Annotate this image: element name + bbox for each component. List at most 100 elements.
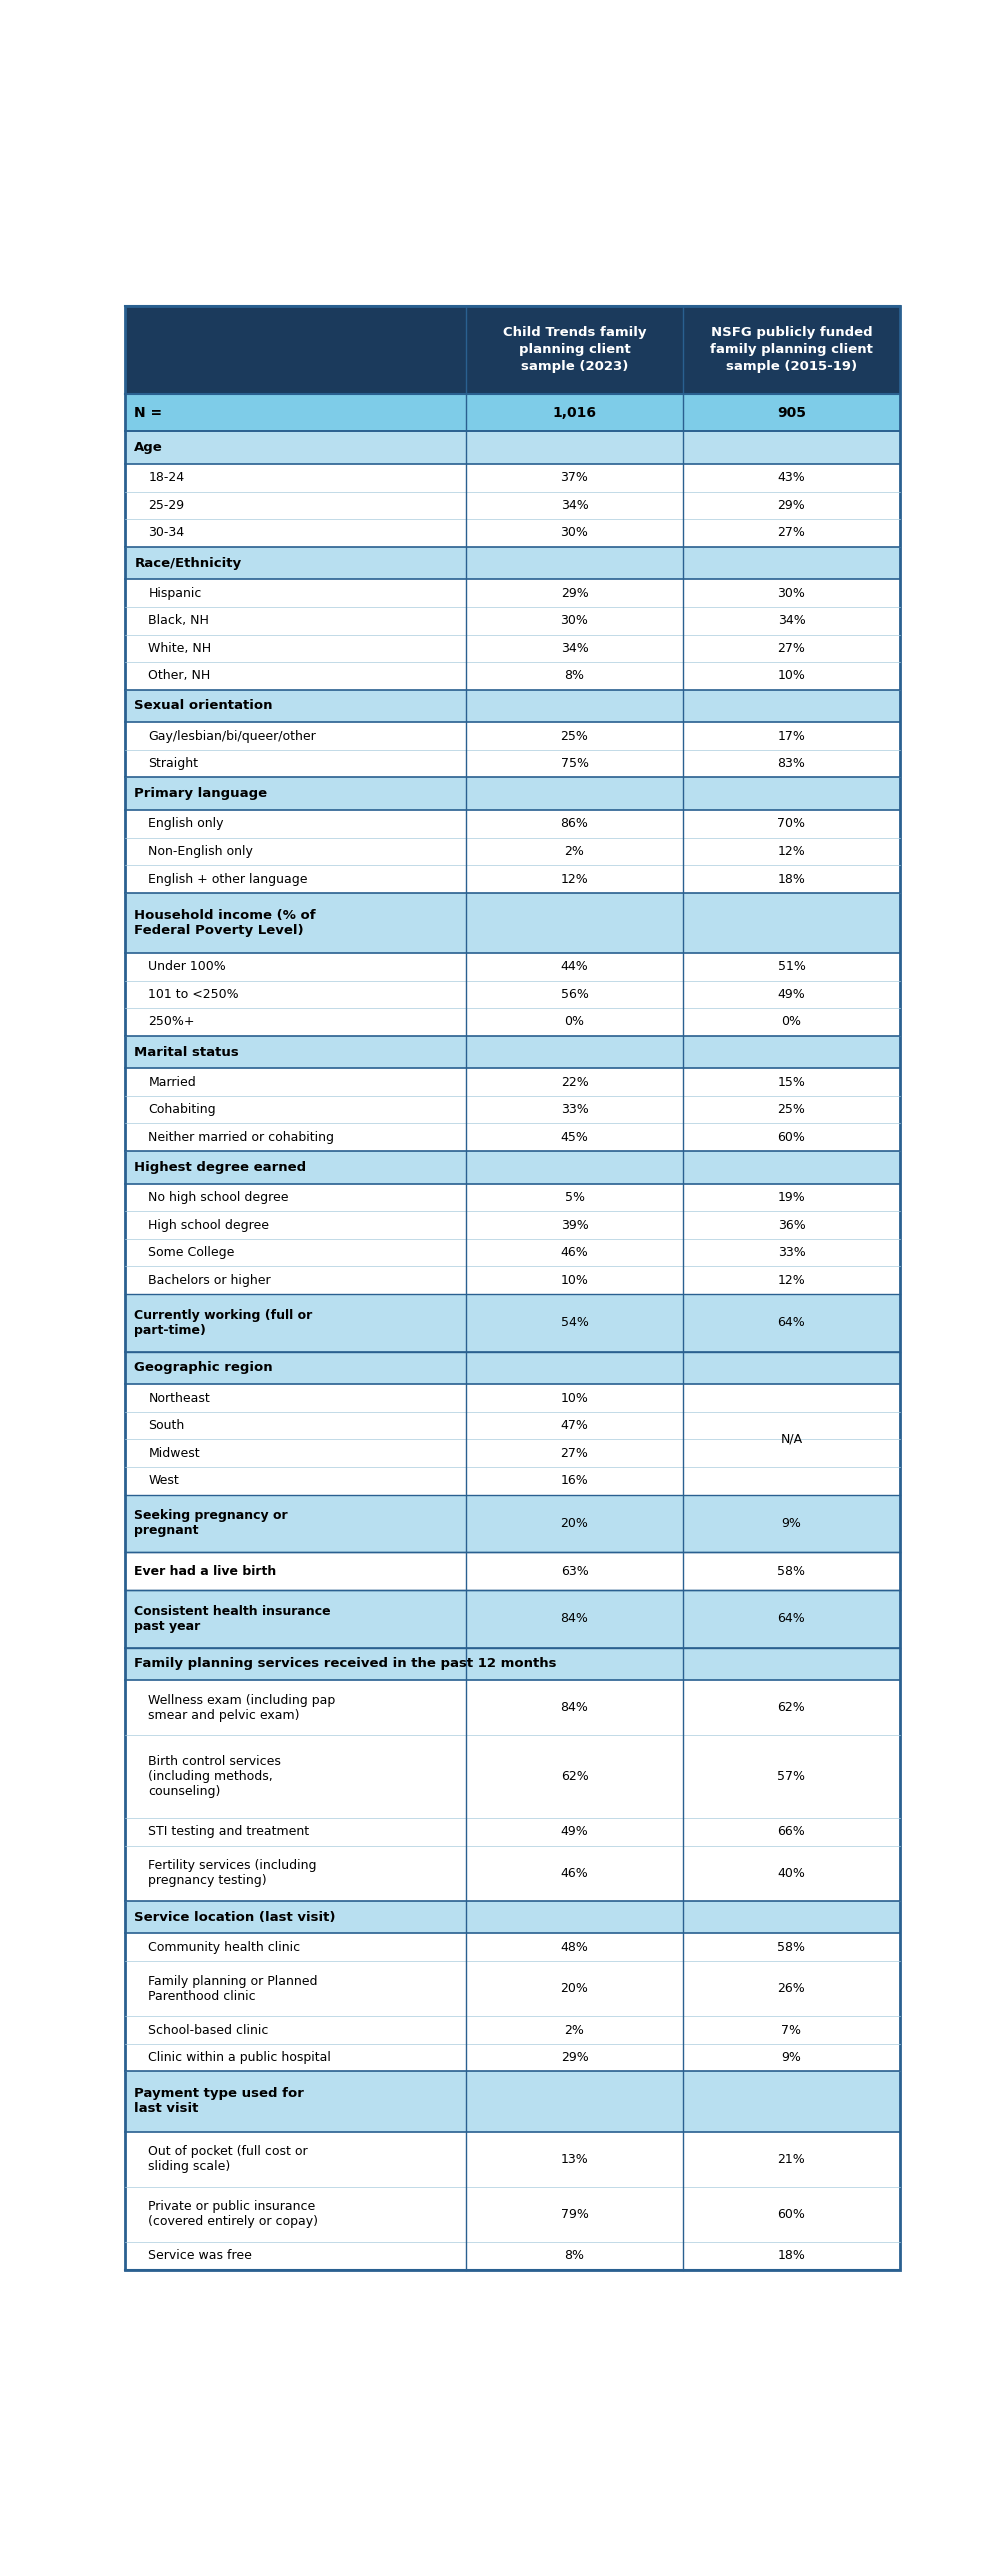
Text: 12%: 12% [778, 1275, 805, 1288]
FancyBboxPatch shape [466, 1737, 683, 1818]
FancyBboxPatch shape [125, 1413, 466, 1438]
FancyBboxPatch shape [683, 1293, 900, 1352]
FancyBboxPatch shape [466, 836, 683, 864]
Text: Married: Married [148, 1076, 196, 1089]
FancyBboxPatch shape [125, 1096, 466, 1125]
FancyBboxPatch shape [683, 1961, 900, 2017]
FancyBboxPatch shape [683, 864, 900, 892]
Text: 47%: 47% [561, 1420, 588, 1433]
Text: Consistent health insurance
past year: Consistent health insurance past year [134, 1604, 331, 1632]
Text: 49%: 49% [778, 987, 805, 1000]
FancyBboxPatch shape [683, 546, 900, 579]
FancyBboxPatch shape [125, 688, 466, 722]
Text: 29%: 29% [561, 586, 588, 599]
Text: English + other language: English + other language [148, 872, 308, 885]
Text: 27%: 27% [561, 1446, 588, 1459]
Text: 0%: 0% [564, 1015, 584, 1028]
Text: Cohabiting: Cohabiting [148, 1104, 216, 1117]
Text: 70%: 70% [778, 819, 806, 831]
FancyBboxPatch shape [683, 1818, 900, 1846]
FancyBboxPatch shape [125, 778, 466, 811]
FancyBboxPatch shape [683, 1211, 900, 1239]
Text: 10%: 10% [778, 671, 805, 683]
FancyBboxPatch shape [683, 1494, 900, 1553]
Text: 19%: 19% [778, 1191, 805, 1204]
FancyBboxPatch shape [683, 750, 900, 778]
Text: 37%: 37% [561, 472, 588, 484]
Text: Other, NH: Other, NH [148, 671, 210, 683]
Text: 18-24: 18-24 [148, 472, 184, 484]
Text: 15%: 15% [778, 1076, 805, 1089]
FancyBboxPatch shape [683, 431, 900, 464]
FancyBboxPatch shape [683, 982, 900, 1007]
Text: Community health clinic: Community health clinic [148, 1941, 300, 1953]
Text: Highest degree earned: Highest degree earned [134, 1160, 306, 1173]
FancyBboxPatch shape [466, 1035, 683, 1068]
FancyBboxPatch shape [125, 1818, 466, 1846]
Text: Midwest: Midwest [148, 1446, 200, 1459]
Text: Under 100%: Under 100% [148, 961, 226, 974]
Text: 46%: 46% [561, 1867, 588, 1879]
Text: High school degree: High school degree [148, 1219, 269, 1232]
Text: Birth control services
(including methods,
counseling): Birth control services (including method… [148, 1754, 281, 1798]
Text: 20%: 20% [561, 1981, 588, 1994]
Text: 18%: 18% [778, 872, 805, 885]
Text: Sexual orientation: Sexual orientation [134, 699, 273, 711]
FancyBboxPatch shape [683, 464, 900, 492]
Text: 40%: 40% [778, 1867, 805, 1879]
Text: 7%: 7% [782, 2025, 802, 2037]
FancyBboxPatch shape [683, 1846, 900, 1900]
Text: 62%: 62% [561, 1770, 588, 1782]
FancyBboxPatch shape [466, 1647, 683, 1680]
Text: Wellness exam (including pap
smear and pelvic exam): Wellness exam (including pap smear and p… [148, 1693, 336, 1721]
FancyBboxPatch shape [466, 2132, 683, 2188]
FancyBboxPatch shape [683, 778, 900, 811]
FancyBboxPatch shape [466, 635, 683, 663]
FancyBboxPatch shape [683, 1647, 900, 1680]
FancyBboxPatch shape [125, 1267, 466, 1293]
FancyBboxPatch shape [683, 2132, 900, 2188]
Text: 64%: 64% [778, 1612, 805, 1624]
FancyBboxPatch shape [683, 688, 900, 722]
Text: Hispanic: Hispanic [148, 586, 202, 599]
Text: Age: Age [134, 441, 163, 454]
FancyBboxPatch shape [466, 1150, 683, 1183]
Text: School-based clinic: School-based clinic [148, 2025, 269, 2037]
Text: Northeast: Northeast [148, 1392, 210, 1405]
FancyBboxPatch shape [125, 1737, 466, 1818]
FancyBboxPatch shape [683, 663, 900, 688]
FancyBboxPatch shape [466, 1183, 683, 1211]
FancyBboxPatch shape [125, 1438, 466, 1466]
FancyBboxPatch shape [125, 663, 466, 688]
FancyBboxPatch shape [125, 1211, 466, 1239]
FancyBboxPatch shape [466, 579, 683, 607]
FancyBboxPatch shape [125, 1239, 466, 1267]
FancyBboxPatch shape [683, 1680, 900, 1737]
Text: 21%: 21% [778, 2152, 805, 2165]
FancyBboxPatch shape [466, 1211, 683, 1239]
FancyBboxPatch shape [683, 836, 900, 864]
FancyBboxPatch shape [683, 1553, 900, 1589]
FancyBboxPatch shape [683, 811, 900, 836]
FancyBboxPatch shape [466, 1466, 683, 1494]
Text: 9%: 9% [782, 1517, 801, 1530]
FancyBboxPatch shape [683, 607, 900, 635]
Text: STI testing and treatment: STI testing and treatment [148, 1826, 309, 1839]
Text: 29%: 29% [561, 2050, 588, 2063]
FancyBboxPatch shape [125, 635, 466, 663]
FancyBboxPatch shape [683, 1096, 900, 1125]
FancyBboxPatch shape [125, 2188, 466, 2241]
Text: No high school degree: No high school degree [148, 1191, 289, 1204]
FancyBboxPatch shape [466, 431, 683, 464]
Text: 5%: 5% [564, 1191, 584, 1204]
Text: Race/Ethnicity: Race/Ethnicity [134, 556, 241, 569]
Text: 33%: 33% [778, 1247, 805, 1260]
FancyBboxPatch shape [125, 1183, 466, 1211]
FancyBboxPatch shape [466, 892, 683, 954]
FancyBboxPatch shape [466, 1589, 683, 1647]
FancyBboxPatch shape [683, 1239, 900, 1267]
Text: White, NH: White, NH [148, 643, 211, 655]
FancyBboxPatch shape [683, 1438, 900, 1466]
FancyBboxPatch shape [466, 1413, 683, 1438]
FancyBboxPatch shape [683, 579, 900, 607]
